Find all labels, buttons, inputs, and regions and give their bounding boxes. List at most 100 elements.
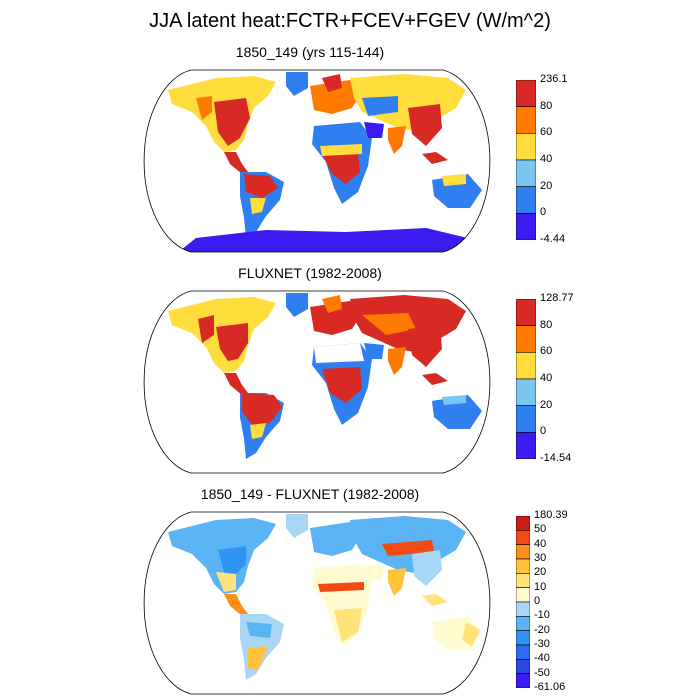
colorbar-swatch	[516, 616, 530, 631]
land-asia-east	[412, 550, 442, 586]
land-antarctica	[176, 228, 476, 252]
land-africa-tropics	[322, 152, 360, 184]
colorbar-tick-label: 40	[540, 153, 553, 165]
land-asia-east	[408, 104, 442, 146]
colorbar-tick-label: -10	[534, 609, 550, 622]
panel-title-difference: 1850_149 - FLUXNET (1982-2008)	[200, 486, 420, 502]
land-south-america-south	[248, 646, 268, 670]
colorbar-swatch	[516, 352, 536, 380]
colorbar-swatch	[516, 516, 530, 531]
land-sahara-missing	[314, 343, 364, 363]
land-greenland	[286, 72, 308, 96]
colorbar-tick-label: 0	[534, 595, 541, 607]
colorbar-swatch	[516, 659, 530, 674]
colorbar-swatch	[516, 644, 530, 660]
colorbar-tick-label: 60	[540, 345, 553, 358]
land-scandinavia	[322, 74, 342, 92]
colorbar-tick-label: 50	[534, 523, 547, 536]
colorbar-tick-label: -4.44	[540, 233, 566, 245]
land-amazon	[244, 174, 278, 198]
colorbar-swatch	[516, 186, 536, 214]
land-central-america	[224, 373, 248, 395]
colorbar-model	[516, 80, 536, 240]
map-panel-difference	[143, 511, 491, 695]
colorbar-swatch	[516, 673, 530, 688]
globe-outline	[143, 511, 491, 695]
land-north-america-west	[196, 96, 212, 120]
land-south-america-mid	[250, 198, 266, 214]
colorbar-swatch	[516, 80, 536, 107]
land-asia-mid	[362, 313, 416, 335]
land-north-america-east	[218, 546, 246, 576]
land-africa-tropics	[322, 367, 362, 403]
land-indonesia	[422, 373, 448, 385]
land-indonesia	[422, 594, 448, 606]
colorbar-tick-label: 10	[534, 580, 547, 593]
land-north-america-east	[214, 98, 250, 146]
land-amazon	[242, 393, 282, 425]
land-indonesia	[422, 152, 448, 164]
land-greenland	[286, 293, 308, 317]
land-central-america	[224, 152, 248, 174]
colorbar-swatch	[516, 601, 530, 617]
colorbar-tick-label: 80	[540, 99, 553, 112]
colorbar-tick-label: -30	[534, 638, 550, 650]
colorbar-tick-label: 40	[534, 537, 547, 550]
land-arabia	[364, 564, 384, 580]
colorbar-swatch	[516, 573, 530, 588]
colorbar-tick-label: 80	[540, 318, 553, 331]
land-central-america	[224, 594, 248, 616]
land-india	[388, 568, 406, 596]
colorbar-tick-label: -40	[534, 652, 550, 665]
land-north-america-south	[216, 572, 236, 592]
colorbar-tick-label: 20	[540, 179, 553, 192]
colorbar-tick-label: -14.54	[540, 452, 572, 464]
land-africa-south	[334, 608, 362, 642]
land-india	[388, 126, 406, 154]
globe-outline	[143, 69, 491, 253]
colorbar-tick-label: 236.1	[540, 73, 568, 85]
panel-title-fluxnet: FLUXNET (1982-2008)	[238, 265, 382, 281]
colorbar-tick-label: 20	[534, 566, 547, 579]
colorbar-tick-label: -50	[534, 666, 550, 679]
land-asia-east	[408, 325, 442, 367]
colorbar-tick-label: 128.77	[540, 292, 574, 304]
colorbar-tick-label: 20	[540, 398, 553, 411]
colorbar-tick-label: -61.06	[534, 681, 566, 693]
map-panel-fluxnet	[143, 290, 491, 474]
colorbar-swatch	[516, 544, 530, 560]
land-south-america-patch	[246, 622, 272, 638]
colorbar-tick-label: -20	[534, 623, 550, 636]
figure-title: JJA latent heat:FCTR+FCEV+FGEV (W/m^2)	[149, 10, 551, 32]
colorbar-swatch	[516, 159, 536, 187]
colorbar-difference	[516, 516, 530, 688]
colorbar-swatch	[516, 587, 530, 603]
land-greenland	[286, 514, 308, 538]
land-north-america-east	[216, 323, 248, 361]
land-australia-north	[442, 395, 466, 405]
land-scandinavia	[322, 295, 342, 313]
colorbar-swatch	[516, 299, 536, 326]
land-arabia	[364, 122, 384, 138]
colorbar-swatch	[516, 378, 536, 406]
colorbar-tick-label: 0	[540, 425, 547, 438]
colorbar-tick-label: 180.39	[534, 509, 568, 521]
colorbar-tick-label: 30	[534, 552, 547, 564]
land-north-america-west	[198, 315, 214, 343]
colorbar-swatch	[516, 530, 530, 545]
land-south-america-mid	[250, 423, 266, 439]
land-central-asia	[362, 96, 398, 116]
colorbar-tick-label: 60	[540, 126, 553, 139]
land-europe	[310, 522, 362, 556]
globe-outline	[143, 290, 491, 474]
colorbar-tick-label: 0	[540, 206, 547, 219]
colorbar-tick-label: 40	[540, 372, 553, 384]
colorbar-swatch	[516, 558, 530, 574]
colorbar-swatch	[516, 133, 536, 161]
colorbar-swatch	[516, 630, 530, 646]
colorbar-fluxnet	[516, 299, 536, 459]
land-europe	[310, 80, 362, 114]
panel-title-model: 1850_149 (yrs 115-144)	[235, 44, 385, 60]
colorbar-swatch	[516, 405, 536, 433]
land-europe	[310, 301, 362, 335]
